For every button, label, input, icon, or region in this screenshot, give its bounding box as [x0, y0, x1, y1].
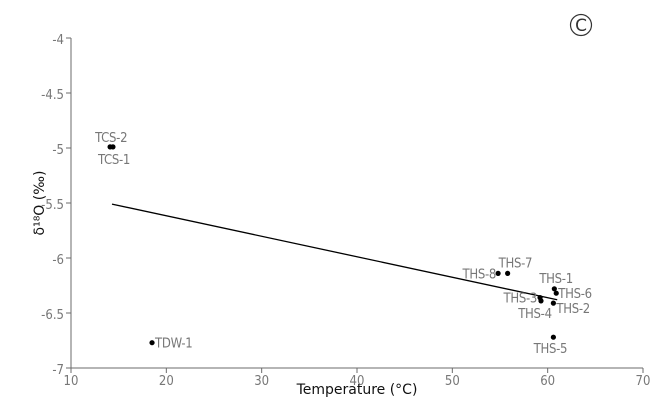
panel-label-letter: C [575, 16, 587, 36]
x-tick-label: 30 [254, 374, 269, 389]
data-point [505, 270, 511, 276]
point-label: THS-3 [503, 292, 538, 307]
x-tick-label: 10 [64, 374, 79, 389]
point-label: TCS-1 [97, 153, 130, 168]
y-tick-label: -6 [52, 253, 64, 268]
data-point [551, 286, 557, 292]
data-point [495, 270, 501, 276]
x-tick-label: 60 [540, 374, 555, 389]
point-label: TDW-1 [154, 337, 192, 352]
point-label: THS-2 [555, 302, 590, 317]
point-label: THS-5 [533, 342, 568, 357]
panel-label: C [569, 13, 593, 37]
data-point [538, 298, 544, 304]
x-axis-ticks: 10 20 30 40 50 60 70 [64, 368, 651, 389]
x-axis-title: Temperature (°C) [296, 382, 418, 398]
point-label: TCS-2 [94, 131, 127, 146]
data-point [149, 340, 155, 346]
y-tick-label: -4 [52, 33, 64, 48]
point-label: THS-6 [557, 287, 592, 302]
y-tick-label: -6.5 [41, 308, 64, 323]
panel-label-circle [569, 13, 593, 37]
y-tick-label: -5 [52, 143, 64, 158]
x-tick-label: 50 [445, 374, 460, 389]
data-points [107, 144, 559, 346]
point-label: THS-4 [517, 307, 552, 322]
data-point [550, 300, 556, 306]
y-axis-ticks: -4 -4.5 -5 -5.5 -6 -6.5 -7 [41, 33, 71, 378]
y-axis-title: δ¹⁸O (‰) [32, 171, 48, 236]
y-tick-label: -5.5 [41, 198, 64, 213]
trendline-group [111, 203, 558, 301]
x-tick-label: 40 [350, 374, 365, 389]
point-label: THS-7 [498, 256, 533, 271]
data-point [550, 334, 556, 340]
y-tick-label: -7 [52, 363, 64, 378]
point-label: THS-1 [538, 272, 573, 287]
data-point [110, 144, 116, 150]
point-label: THS-8 [462, 267, 497, 282]
x-tick-label: 20 [159, 374, 174, 389]
trendline [111, 203, 558, 301]
x-tick-label: 70 [636, 374, 651, 389]
y-tick-label: -4.5 [41, 88, 64, 103]
data-point [553, 290, 559, 296]
